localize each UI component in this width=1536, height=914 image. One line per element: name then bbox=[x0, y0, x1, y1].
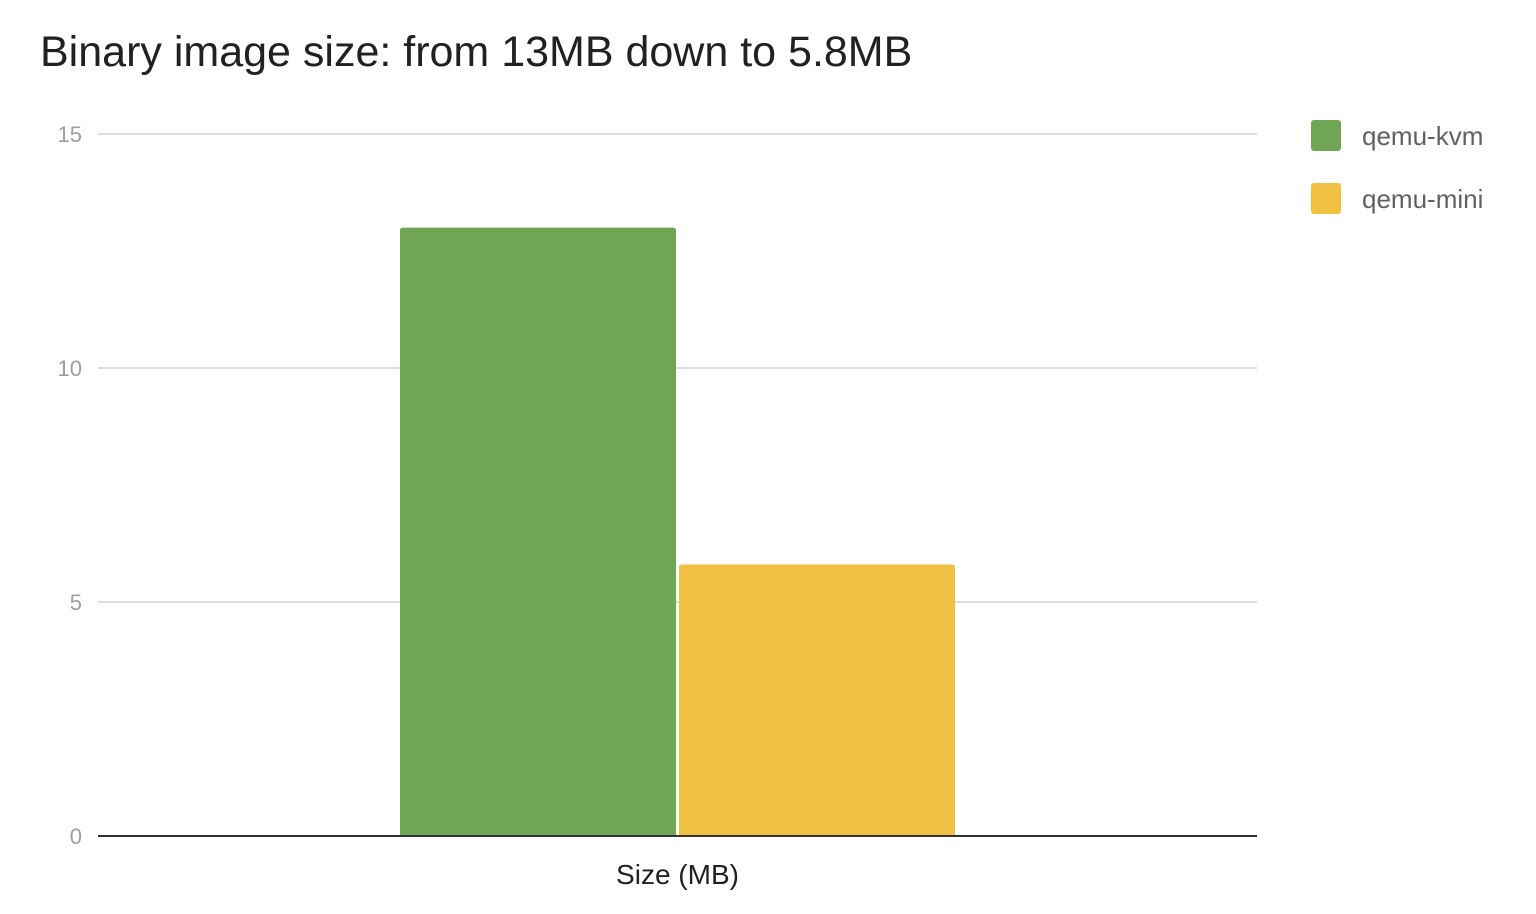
x-axis-categories: Size (MB) bbox=[616, 859, 739, 890]
grid-layer bbox=[98, 133, 1257, 603]
y-tick-label: 5 bbox=[70, 590, 82, 615]
legend-item: qemu-mini bbox=[1311, 183, 1483, 214]
bar-layer bbox=[400, 227, 955, 837]
y-axis-ticks: 0 5 10 15 bbox=[58, 122, 82, 849]
bar-qemu-kvm bbox=[400, 227, 676, 837]
legend-item: qemu-kvm bbox=[1311, 120, 1483, 151]
y-tick-label: 0 bbox=[70, 824, 82, 849]
x-category-label: Size (MB) bbox=[616, 859, 739, 890]
chart-title: Binary image size: from 13MB down to 5.8… bbox=[40, 28, 913, 76]
y-tick-label: 10 bbox=[58, 356, 82, 381]
legend-label: qemu-kvm bbox=[1362, 121, 1483, 151]
bar-qemu-mini bbox=[679, 564, 955, 836]
legend-label: qemu-mini bbox=[1362, 184, 1483, 214]
y-tick-label: 15 bbox=[58, 122, 82, 147]
legend-swatch bbox=[1311, 120, 1341, 151]
legend-swatch bbox=[1311, 183, 1341, 214]
legend: qemu-kvm qemu-mini bbox=[1311, 120, 1483, 214]
